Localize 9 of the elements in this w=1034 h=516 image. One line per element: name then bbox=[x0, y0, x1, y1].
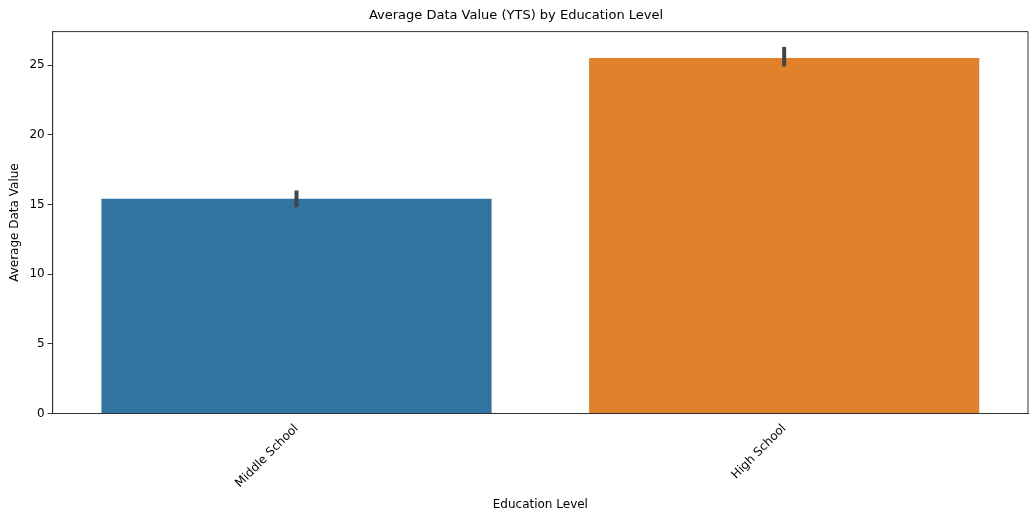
y-tick-label: 10 bbox=[29, 266, 45, 281]
y-tick-label: 25 bbox=[29, 57, 45, 72]
x-axis-title: Education Level bbox=[492, 496, 588, 511]
y-tick-label: 20 bbox=[29, 126, 45, 141]
chart-title: Average Data Value (YTS) by Education Level bbox=[368, 7, 664, 23]
y-axis-title: Average Data Value bbox=[7, 163, 22, 282]
y-tick-label: 15 bbox=[29, 196, 45, 211]
y-tick-label: 0 bbox=[37, 405, 45, 420]
y-tick-label: 5 bbox=[37, 335, 45, 350]
